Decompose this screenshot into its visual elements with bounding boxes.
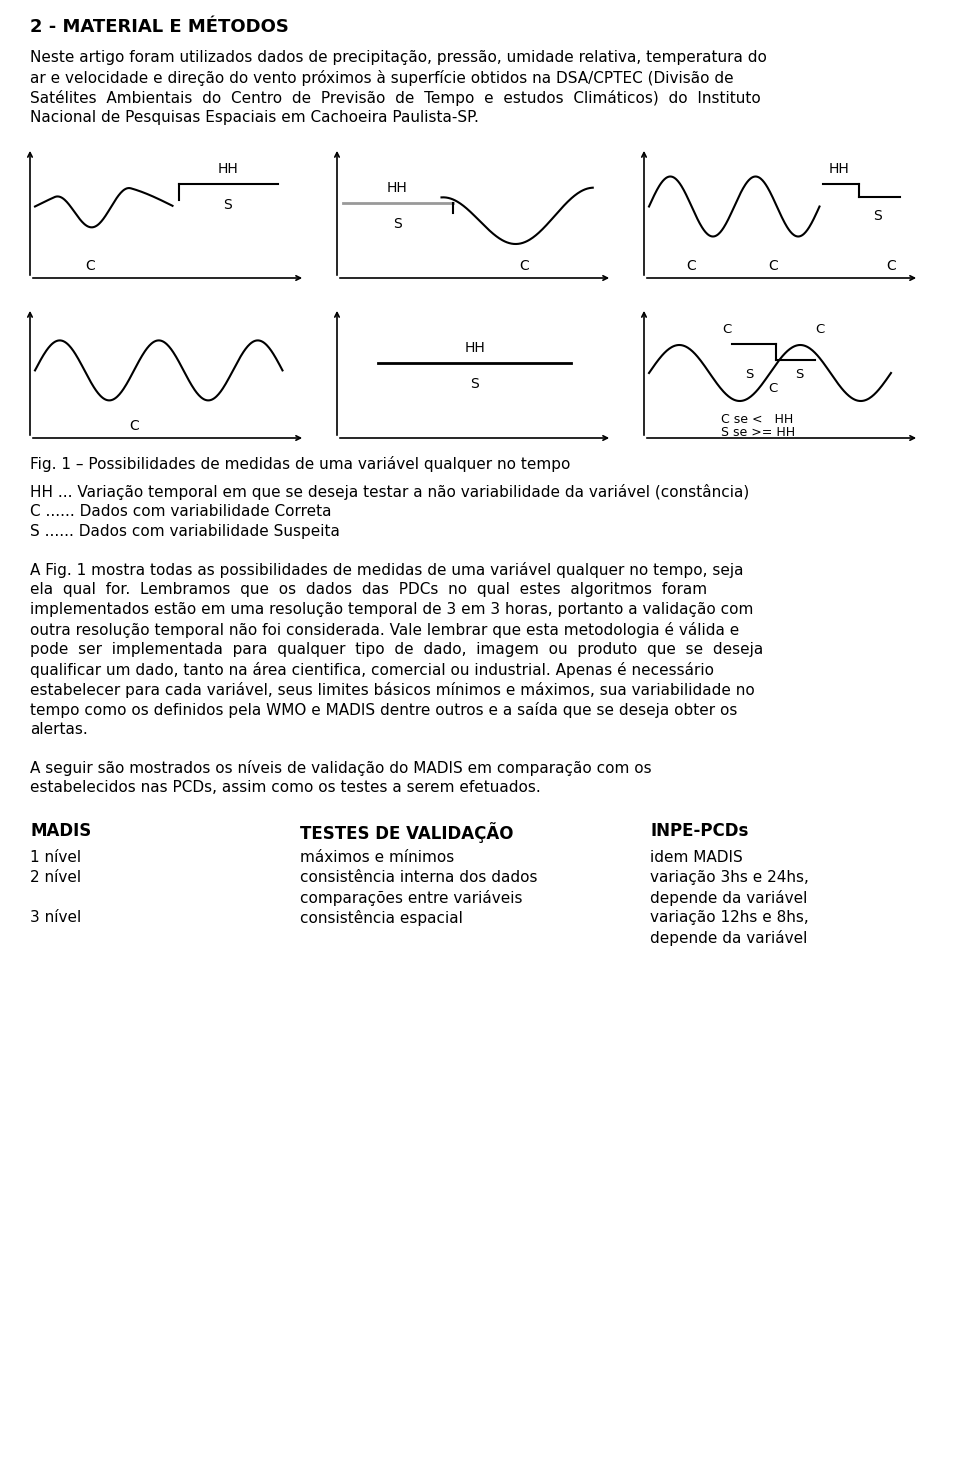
Text: C: C — [722, 323, 732, 336]
Text: outra resolução temporal não foi considerada. Vale lembrar que esta metodologia : outra resolução temporal não foi conside… — [30, 621, 739, 637]
Text: máximos e mínimos: máximos e mínimos — [300, 849, 454, 866]
Text: S: S — [394, 216, 402, 231]
Text: C ...... Dados com variabilidade Correta: C ...... Dados com variabilidade Correta — [30, 504, 331, 519]
Text: HH: HH — [387, 181, 408, 194]
Text: C: C — [685, 259, 696, 273]
Text: 3 nível: 3 nível — [30, 909, 82, 925]
Text: S: S — [745, 368, 754, 382]
Text: depende da variável: depende da variável — [650, 930, 807, 946]
Text: S: S — [795, 368, 804, 382]
Text: consistência interna dos dados: consistência interna dos dados — [300, 870, 538, 885]
Text: A seguir são mostrados os níveis de validação do MADIS em comparação com os: A seguir são mostrados os níveis de vali… — [30, 760, 652, 776]
Text: estabelecer para cada variável, seus limites básicos mínimos e máximos, sua vari: estabelecer para cada variável, seus lim… — [30, 681, 755, 697]
Text: 2 nível: 2 nível — [30, 870, 82, 885]
Text: Fig. 1 – Possibilidades de medidas de uma variável qualquer no tempo: Fig. 1 – Possibilidades de medidas de um… — [30, 456, 570, 472]
Text: estabelecidos nas PCDs, assim como os testes a serem efetuados.: estabelecidos nas PCDs, assim como os te… — [30, 781, 540, 795]
Text: 2 - MATERIAL E MÉTODOS: 2 - MATERIAL E MÉTODOS — [30, 18, 289, 37]
Text: alertas.: alertas. — [30, 722, 87, 737]
Text: ela  qual  for.  Lembramos  que  os  dados  das  PDCs  no  qual  estes  algoritm: ela qual for. Lembramos que os dados das… — [30, 582, 708, 596]
Text: A Fig. 1 mostra todas as possibilidades de medidas de uma variável qualquer no t: A Fig. 1 mostra todas as possibilidades … — [30, 561, 743, 577]
Text: Neste artigo foram utilizados dados de precipitação, pressão, umidade relativa, : Neste artigo foram utilizados dados de p… — [30, 50, 767, 64]
Text: C: C — [130, 420, 139, 433]
Text: Nacional de Pesquisas Espaciais em Cachoeira Paulista-SP.: Nacional de Pesquisas Espaciais em Cacho… — [30, 110, 479, 124]
Text: variação 12hs e 8hs,: variação 12hs e 8hs, — [650, 909, 808, 925]
Text: S: S — [874, 209, 882, 224]
Text: C: C — [768, 259, 779, 273]
Text: HH: HH — [828, 162, 850, 177]
Text: idem MADIS: idem MADIS — [650, 849, 743, 866]
Text: S: S — [224, 199, 232, 212]
Text: C: C — [85, 259, 95, 273]
Text: S se >= HH: S se >= HH — [721, 425, 795, 439]
Text: C: C — [519, 259, 529, 273]
Text: C se <   HH: C se < HH — [721, 412, 793, 425]
Text: S: S — [470, 377, 479, 390]
Text: HH: HH — [218, 162, 238, 177]
Text: MADIS: MADIS — [30, 822, 91, 841]
Text: qualificar um dado, tanto na área cientifica, comercial ou industrial. Apenas é : qualificar um dado, tanto na área cienti… — [30, 662, 714, 678]
Text: consistência espacial: consistência espacial — [300, 909, 463, 925]
Text: Satélites  Ambientais  do  Centro  de  Previsão  de  Tempo  e  estudos  Climátic: Satélites Ambientais do Centro de Previs… — [30, 91, 760, 107]
Text: C: C — [815, 323, 824, 336]
Text: S ...... Dados com variabilidade Suspeita: S ...... Dados com variabilidade Suspeit… — [30, 523, 340, 539]
Text: HH: HH — [464, 341, 485, 355]
Text: C: C — [769, 382, 778, 395]
Text: tempo como os definidos pela WMO e MADIS dentre outros e a saída que se deseja o: tempo como os definidos pela WMO e MADIS… — [30, 702, 737, 718]
Text: comparações entre variáveis: comparações entre variáveis — [300, 890, 522, 906]
Text: TESTES DE VALIDAÇÃO: TESTES DE VALIDAÇÃO — [300, 822, 514, 844]
Text: depende da variável: depende da variável — [650, 890, 807, 906]
Text: pode  ser  implementada  para  qualquer  tipo  de  dado,  imagem  ou  produto  q: pode ser implementada para qualquer tipo… — [30, 642, 763, 656]
Text: C: C — [887, 259, 897, 273]
Text: variação 3hs e 24hs,: variação 3hs e 24hs, — [650, 870, 809, 885]
Text: implementados estão em uma resolução temporal de 3 em 3 horas, portanto a valida: implementados estão em uma resolução tem… — [30, 602, 754, 617]
Text: HH ... Variação temporal em que se deseja testar a não variabilidade da variável: HH ... Variação temporal em que se desej… — [30, 484, 749, 500]
Text: INPE-PCDs: INPE-PCDs — [650, 822, 749, 841]
Text: ar e velocidade e direção do vento próximos à superfície obtidos na DSA/CPTEC (D: ar e velocidade e direção do vento próxi… — [30, 70, 733, 86]
Text: 1 nível: 1 nível — [30, 849, 82, 866]
